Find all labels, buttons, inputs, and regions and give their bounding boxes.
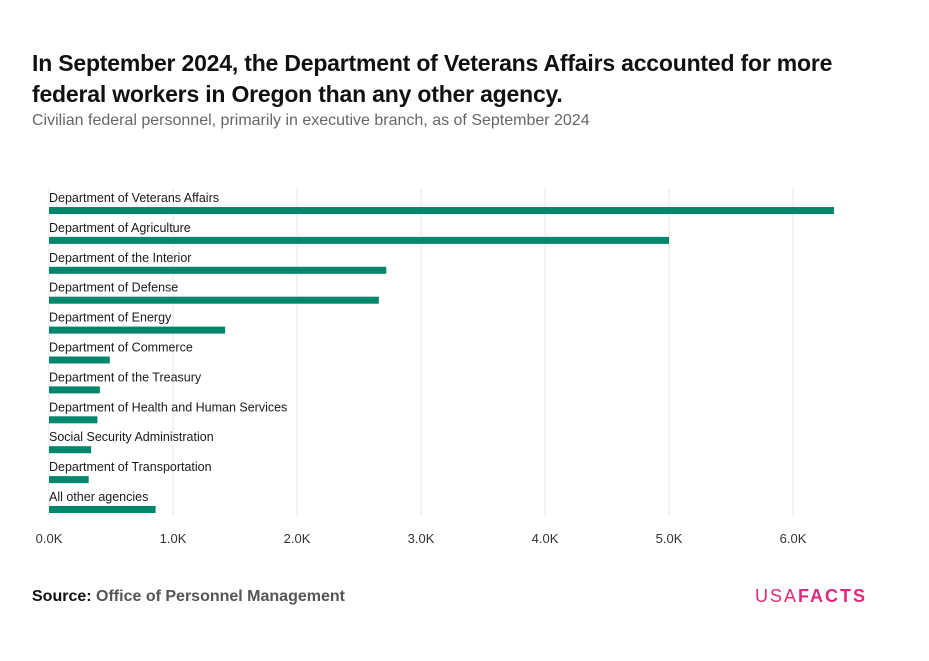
bar-department-of-agriculture: [49, 236, 669, 244]
x-tick-label: 6.0K: [780, 531, 807, 546]
bar-department-of-veterans-affairs: [49, 207, 834, 214]
category-label: All other agencies: [49, 490, 148, 504]
category-label: Social Security Administration: [49, 430, 214, 444]
category-label: Department of Veterans Affairs: [49, 191, 219, 205]
x-tick-label: 3.0K: [408, 531, 435, 546]
bar-social-security-administration: [49, 446, 92, 454]
category-label: Department of Transportation: [49, 460, 212, 474]
bar-department-of-health-and-human-services: [49, 416, 98, 424]
category-label: Department of Health and Human Services: [49, 400, 287, 414]
chart-title: In September 2024, the Department of Vet…: [32, 50, 833, 107]
category-label: Department of Commerce: [49, 341, 193, 355]
usafacts-logo: USAFACTS: [755, 586, 867, 607]
source-label: Source:: [32, 588, 92, 605]
bar-department-of-transportation: [49, 476, 89, 484]
x-tick-label: 0.0K: [36, 531, 63, 546]
logo-facts: FACTS: [798, 586, 868, 606]
x-tick-label: 2.0K: [284, 531, 311, 546]
chart-subtitle: Civilian federal personnel, primarily in…: [32, 112, 590, 129]
source-note: Source: Office of Personnel Management: [32, 588, 345, 606]
bar-all-other-agencies: [49, 506, 156, 513]
source-text: Office of Personnel Management: [96, 588, 345, 605]
bar-department-of-the-treasury: [49, 386, 100, 394]
category-label: Department of Defense: [49, 281, 178, 295]
category-label: Department of Agriculture: [49, 221, 191, 235]
x-tick-label: 5.0K: [656, 531, 683, 546]
logo-usa: USA: [755, 586, 799, 606]
category-label: Department of the Interior: [49, 251, 191, 265]
x-tick-label: 4.0K: [532, 531, 559, 546]
category-label: Department of Energy: [49, 311, 172, 325]
x-tick-label: 1.0K: [160, 531, 187, 546]
bar-department-of-the-interior: [49, 266, 387, 274]
category-label: Department of the Treasury: [49, 370, 202, 384]
bar-department-of-defense: [49, 296, 379, 304]
bar-department-of-energy: [49, 326, 226, 334]
bar-department-of-commerce: [49, 356, 110, 364]
